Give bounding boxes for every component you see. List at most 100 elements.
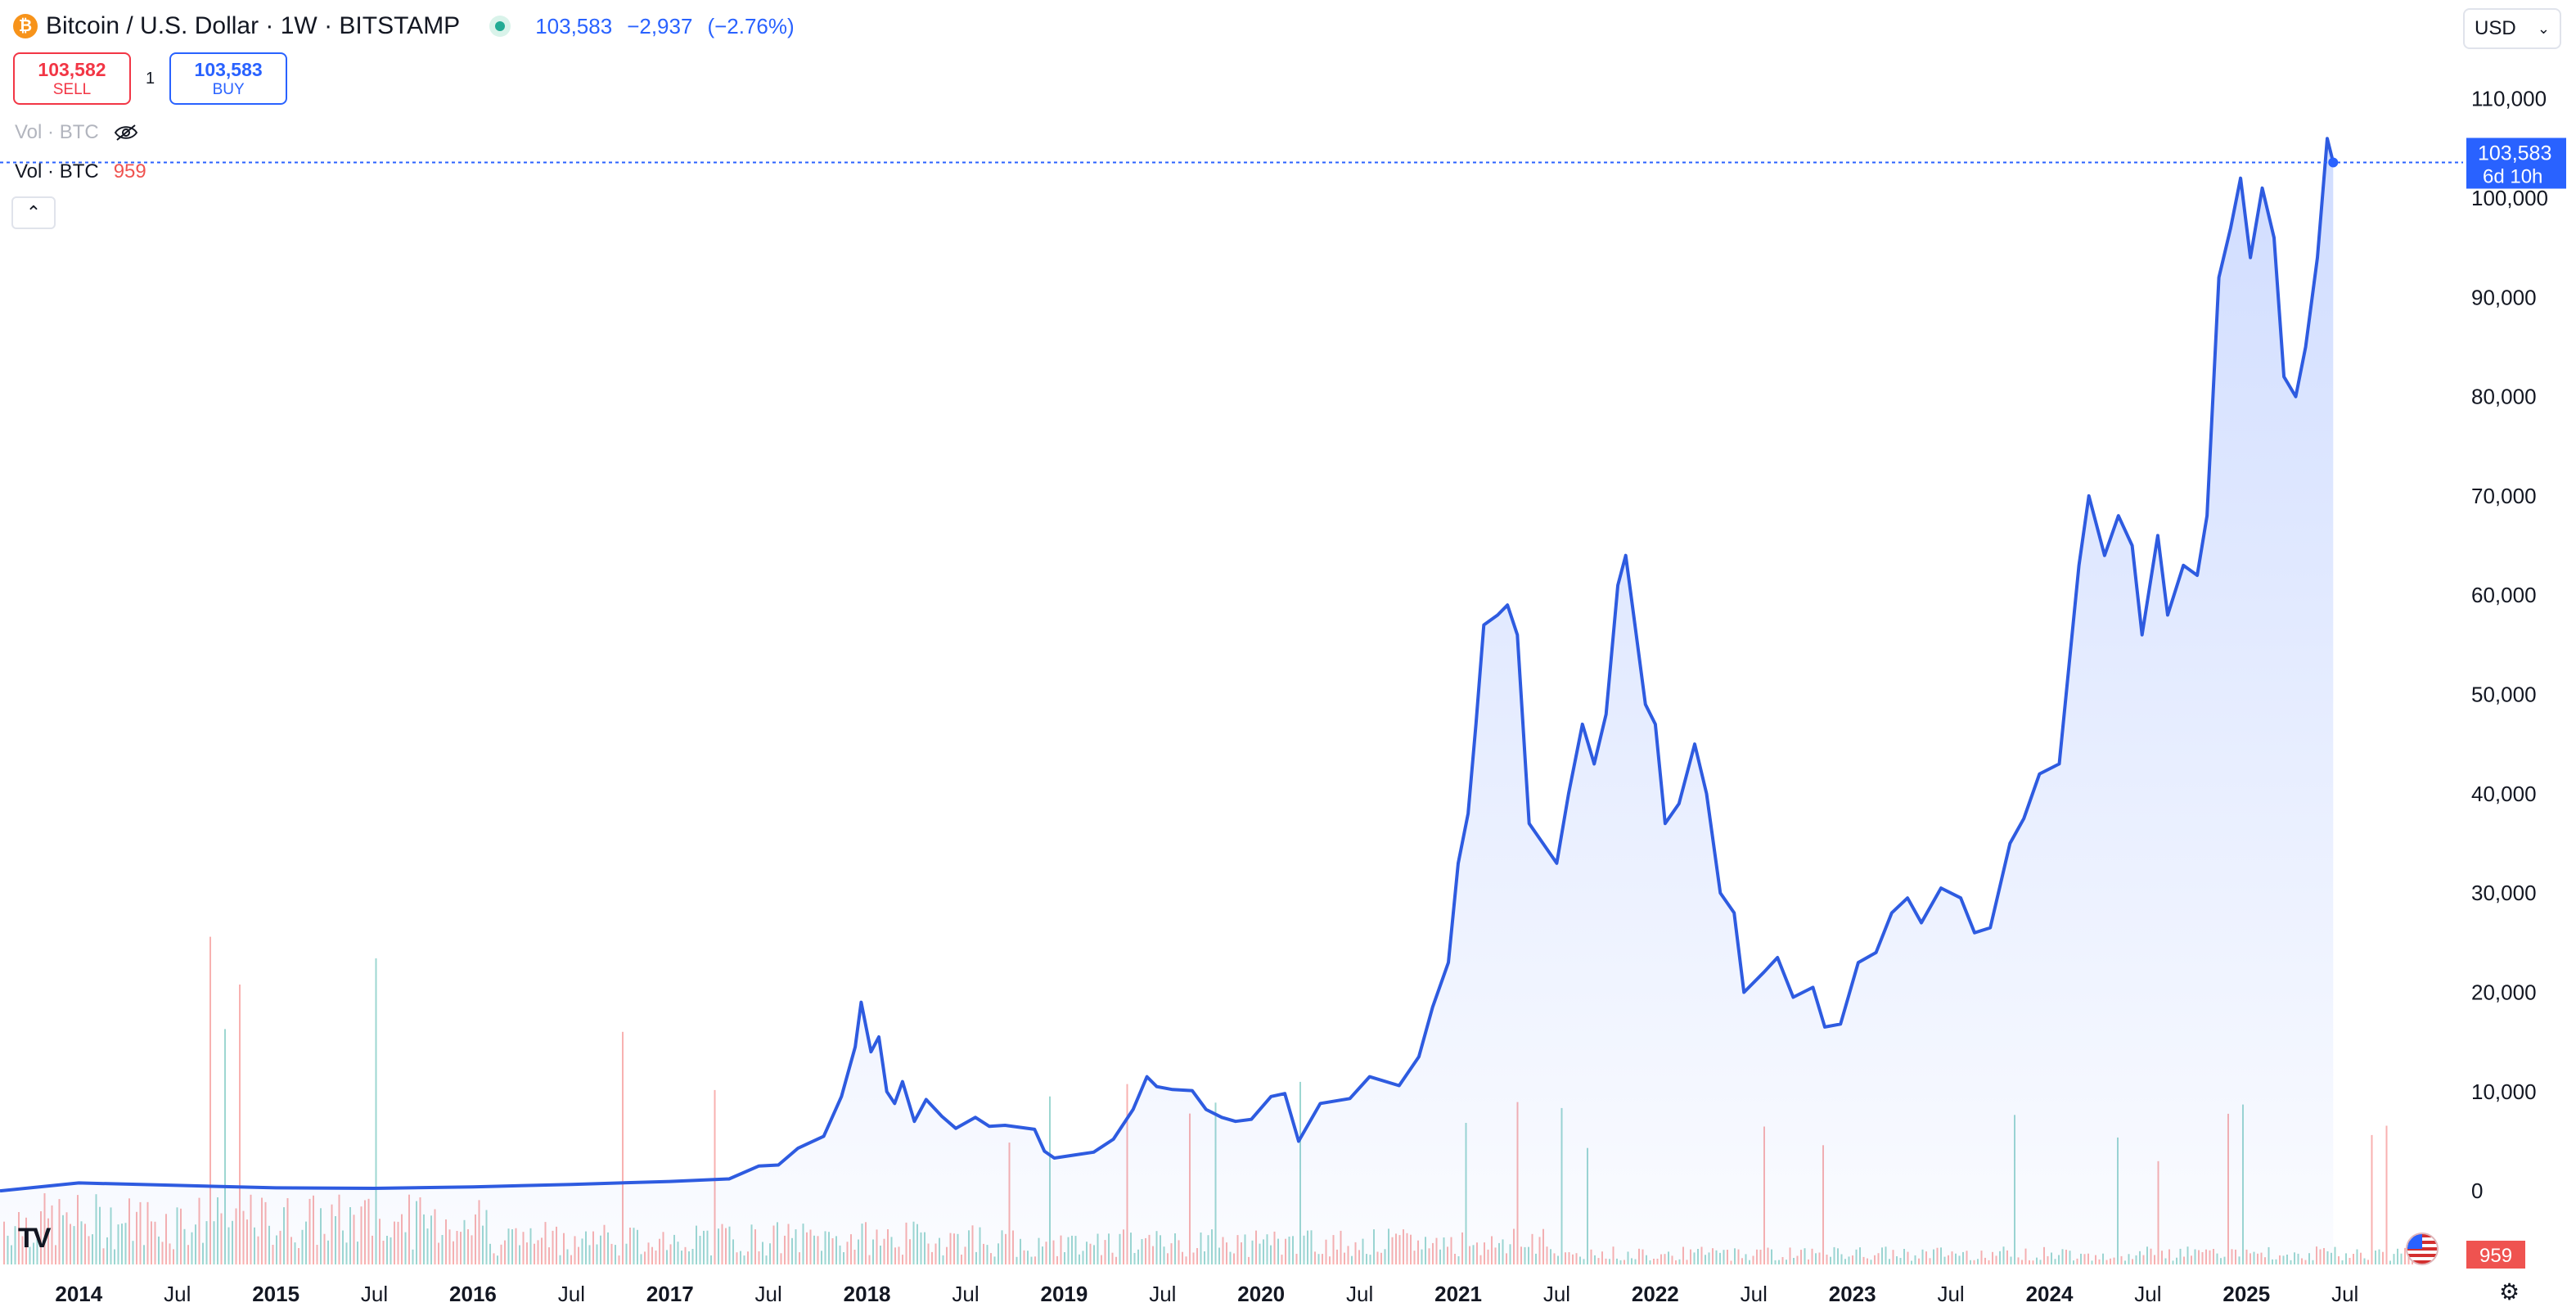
volume-tag-value: 959 bbox=[2479, 1245, 2512, 1267]
volume-bar bbox=[1741, 1258, 1743, 1264]
volume-bar bbox=[1973, 1260, 1975, 1264]
volume-bar bbox=[1034, 1256, 1036, 1264]
y-tick-label: 80,000 bbox=[2471, 385, 2537, 409]
volume-bar bbox=[2264, 1257, 2266, 1264]
volume-bar bbox=[1786, 1260, 1787, 1264]
hidden-volume-indicator[interactable]: Vol · BTC bbox=[15, 121, 138, 144]
price-change-percent: (−2.76%) bbox=[707, 13, 795, 38]
currency-select[interactable]: USD ⌄ bbox=[2463, 8, 2561, 49]
volume-bar bbox=[2110, 1258, 2111, 1264]
volume-bar bbox=[1862, 1256, 1865, 1264]
volume-bar bbox=[2039, 1260, 2042, 1264]
volume-bar bbox=[1988, 1260, 1990, 1264]
eye-crossed-icon[interactable] bbox=[114, 124, 138, 142]
volume-bar bbox=[1918, 1258, 1920, 1264]
volume-bar bbox=[209, 936, 211, 1264]
symbol-title[interactable]: Bitcoin / U.S. Dollar · 1W · BITSTAMP bbox=[46, 12, 461, 39]
price-area bbox=[0, 138, 2334, 1261]
volume-legend[interactable]: Vol · BTC 959 bbox=[15, 160, 146, 183]
trade-buttons: 103,582 SELL 1 103,583 BUY bbox=[13, 52, 288, 105]
last-price-tag-value: 103,583 bbox=[2478, 142, 2551, 165]
y-tick-label: 100,000 bbox=[2471, 186, 2548, 210]
x-tick-label: 2017 bbox=[646, 1282, 694, 1306]
volume-bar bbox=[2367, 1260, 2369, 1264]
chart-header: ₿ Bitcoin / U.S. Dollar · 1W · BITSTAMP … bbox=[0, 0, 795, 52]
x-tick-label: Jul bbox=[2331, 1282, 2358, 1306]
x-tick-label: 2015 bbox=[252, 1282, 299, 1306]
volume-bar bbox=[2338, 1256, 2340, 1264]
volume-bar bbox=[1774, 1260, 1777, 1264]
volume-bar bbox=[1848, 1256, 1850, 1264]
x-tick-label: Jul bbox=[558, 1282, 585, 1306]
volume-bar bbox=[1030, 1256, 1033, 1264]
volume-bar bbox=[1911, 1260, 1912, 1264]
volume-bar bbox=[2356, 1249, 2358, 1264]
volume-bar bbox=[1686, 1260, 1688, 1264]
buy-button[interactable]: 103,583 BUY bbox=[169, 52, 288, 105]
volume-bar bbox=[1605, 1258, 1607, 1264]
volume-bar bbox=[2371, 1134, 2373, 1264]
x-tick-label: 2019 bbox=[1040, 1282, 1088, 1306]
bitcoin-icon: ₿ bbox=[13, 14, 38, 38]
market-status-icon[interactable] bbox=[489, 16, 511, 37]
volume-bar bbox=[2032, 1260, 2034, 1264]
volume-bar bbox=[1678, 1259, 1681, 1264]
hidden-volume-label: Vol · BTC bbox=[15, 121, 99, 143]
volume-bar bbox=[2113, 1257, 2115, 1264]
x-tick-label: 2022 bbox=[1632, 1282, 1679, 1306]
volume-bar bbox=[2407, 1255, 2410, 1264]
volume-bar bbox=[714, 1089, 716, 1264]
volume-bar bbox=[2334, 1246, 2336, 1264]
volume-bar bbox=[1867, 1258, 1868, 1264]
x-tick-label: 2016 bbox=[449, 1282, 497, 1306]
x-tick-label: Jul bbox=[361, 1282, 388, 1306]
x-tick-label: 2020 bbox=[1237, 1282, 1285, 1306]
collapse-legend-button[interactable]: ⌃ bbox=[11, 196, 56, 229]
volume-bar bbox=[993, 1256, 996, 1264]
volume-bar bbox=[1730, 1260, 1732, 1264]
volume-bar bbox=[1749, 1260, 1750, 1264]
sell-price: 103,582 bbox=[38, 58, 106, 80]
volume-bar bbox=[2176, 1257, 2177, 1264]
volume-bar bbox=[1619, 1260, 1622, 1264]
volume-bar bbox=[1656, 1259, 1659, 1264]
volume-bar bbox=[1609, 1259, 1610, 1264]
volume-bar bbox=[2353, 1254, 2354, 1264]
volume-bar bbox=[622, 1031, 624, 1264]
last-price-tag bbox=[2466, 137, 2566, 189]
volume-bar bbox=[2378, 1249, 2380, 1264]
volume-bar bbox=[2164, 1258, 2167, 1264]
volume-bar bbox=[1977, 1259, 1979, 1264]
us-flag-icon[interactable] bbox=[2406, 1233, 2439, 1265]
chevron-down-icon: ⌄ bbox=[2537, 20, 2550, 37]
volume-tag bbox=[2466, 1241, 2525, 1269]
tradingview-logo[interactable]: TV bbox=[18, 1223, 51, 1254]
volume-bar bbox=[2132, 1259, 2133, 1264]
volume-bar bbox=[1248, 1256, 1250, 1264]
time-axis: 2014 Jul 2015 Jul 2016 Jul 2017 Jul 2018 Jul 2019 J… bbox=[55, 1282, 2358, 1306]
x-tick-label: Jul bbox=[1741, 1282, 1768, 1306]
volume-bar bbox=[1634, 1259, 1637, 1264]
volume-bar bbox=[2172, 1260, 2174, 1264]
gear-icon[interactable]: ⚙ bbox=[2499, 1279, 2520, 1305]
volume-bar bbox=[1943, 1256, 1946, 1264]
volume-bar bbox=[2223, 1256, 2226, 1264]
volume-bar bbox=[2385, 1125, 2388, 1264]
x-tick-label: 2023 bbox=[1829, 1282, 1876, 1306]
chevron-up-icon: ⌃ bbox=[25, 202, 42, 223]
volume-bar bbox=[2341, 1260, 2344, 1264]
volume-bar bbox=[2105, 1260, 2108, 1264]
volume-bar bbox=[1653, 1259, 1655, 1264]
x-tick-label: 2014 bbox=[55, 1282, 102, 1306]
volume-bar bbox=[2290, 1260, 2292, 1264]
volume-bar bbox=[1830, 1256, 1831, 1264]
volume-bar bbox=[2400, 1253, 2403, 1264]
volume-bar bbox=[2021, 1260, 2023, 1264]
volume-bar bbox=[1115, 1256, 1117, 1264]
y-tick-label: 60,000 bbox=[2471, 583, 2537, 607]
volume-bar bbox=[2098, 1259, 2101, 1264]
volume-bar bbox=[1579, 1256, 1581, 1264]
volume-bar bbox=[2091, 1260, 2093, 1264]
sell-button[interactable]: 103,582 SELL bbox=[13, 52, 131, 105]
